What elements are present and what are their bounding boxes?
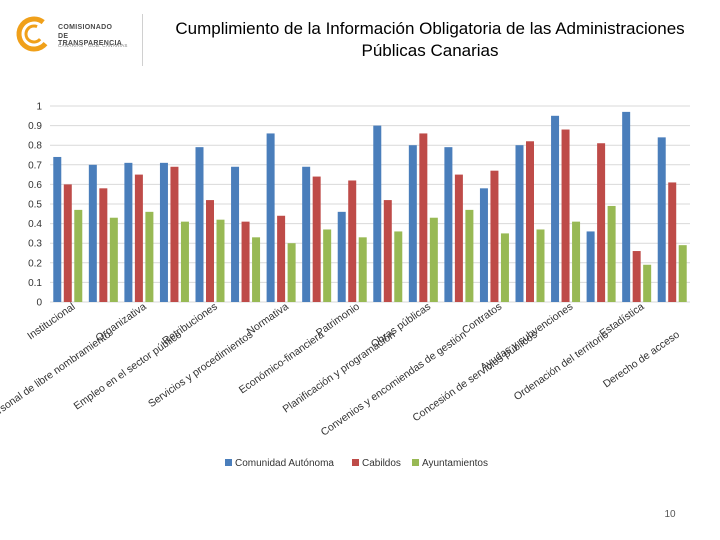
bar	[383, 200, 392, 302]
bar	[241, 221, 250, 302]
x-tick-label: Estadística	[597, 301, 646, 340]
bar	[607, 205, 616, 302]
x-tick-label: Normativa	[245, 301, 291, 338]
bar	[429, 217, 438, 302]
bar	[490, 170, 499, 302]
y-tick-label: 0.6	[28, 180, 42, 191]
x-tick-label: Contratos	[460, 301, 504, 337]
bar	[287, 243, 296, 302]
bar	[572, 221, 581, 302]
y-tick-label: 0.3	[28, 239, 42, 250]
x-tick-label: Obras públicas	[369, 301, 433, 351]
bar	[465, 209, 474, 302]
bar	[312, 176, 321, 302]
y-tick-label: 0.7	[28, 160, 42, 171]
x-tick-label: Organizativa	[93, 301, 148, 345]
y-tick-label: 0.1	[28, 278, 42, 289]
bar	[124, 162, 133, 302]
bar	[597, 143, 606, 302]
legend-swatch	[352, 459, 359, 466]
bar	[134, 174, 143, 302]
legend: Comunidad Autónoma Cabildos Ayuntamientos	[225, 458, 488, 469]
bar	[74, 209, 83, 302]
bar	[88, 164, 97, 302]
bar	[63, 184, 72, 302]
bar	[643, 264, 652, 302]
bar	[180, 221, 189, 302]
bar	[323, 229, 332, 302]
y-tick-label: 0.2	[28, 258, 42, 269]
bar	[678, 245, 687, 302]
legend-label: Comunidad Autónoma	[235, 458, 334, 469]
y-tick-label: 0.4	[28, 219, 42, 230]
bar	[622, 111, 631, 302]
y-tick-label: 0.9	[28, 121, 42, 132]
bar	[657, 137, 666, 302]
bar	[515, 145, 524, 302]
x-tick-label: Patrimonio	[314, 301, 362, 340]
page-number: 10	[664, 509, 676, 520]
legend-swatch	[412, 459, 419, 466]
bar	[561, 129, 570, 302]
bar	[145, 211, 154, 302]
y-tick-label: 0	[36, 298, 42, 309]
bar	[419, 133, 428, 302]
x-tick-label: Derecho de acceso	[601, 329, 682, 391]
logo-text-line1: COMISIONADO	[58, 24, 113, 31]
bar	[526, 141, 534, 302]
grid-lines	[50, 105, 690, 303]
page-title: Cumplimiento de la Información Obligator…	[175, 19, 685, 60]
bar	[454, 174, 463, 302]
bar	[231, 166, 240, 302]
x-tick-label: Institucional	[25, 301, 77, 343]
logo-text-line2: DE TRANSPARENCIA	[58, 33, 123, 47]
bar	[373, 125, 382, 302]
legend-label: Cabildos	[362, 458, 401, 469]
bar	[216, 219, 225, 302]
bar	[586, 231, 595, 302]
bar	[536, 229, 545, 302]
legend-label: Ayuntamientos	[422, 458, 488, 469]
bars	[53, 111, 687, 302]
bar	[302, 166, 311, 302]
x-tick-label: Personal de libre nombramiento	[0, 329, 113, 424]
bar	[159, 162, 168, 302]
bar	[348, 180, 357, 302]
bar	[109, 217, 118, 302]
bar	[358, 237, 367, 302]
bar	[252, 237, 261, 302]
logo-text-line3: CANARIAS · GOB. CANARIAS	[58, 43, 128, 48]
bar	[206, 200, 214, 302]
y-tick-label: 1	[36, 102, 42, 113]
x-tick-label: Retribuciones	[160, 301, 219, 348]
logo-mark-icon	[16, 16, 52, 52]
bar	[99, 188, 108, 302]
y-axis: 0 0.1 0.2 0.3 0.4 0.5 0.6 0.7 0.8 0.9 1	[28, 102, 42, 309]
bar	[266, 133, 275, 302]
y-tick-label: 0.8	[28, 141, 42, 152]
header-divider	[142, 14, 143, 66]
bar	[277, 215, 286, 302]
bar	[337, 211, 346, 302]
bar	[479, 188, 488, 302]
bar	[170, 166, 179, 302]
bar	[195, 147, 204, 302]
bar	[444, 147, 453, 302]
bar	[394, 231, 403, 302]
y-tick-label: 0.5	[28, 200, 42, 211]
bar	[668, 182, 677, 302]
legend-swatch	[225, 459, 232, 466]
x-tick-label: Convenios y encomiendas de gestión	[319, 329, 469, 439]
bar	[408, 145, 417, 302]
bar	[551, 115, 560, 302]
bar	[53, 156, 62, 302]
logo: COMISIONADO DE TRANSPARENCIA CANARIAS · …	[14, 14, 134, 60]
bar	[500, 233, 509, 302]
bar	[632, 251, 641, 302]
